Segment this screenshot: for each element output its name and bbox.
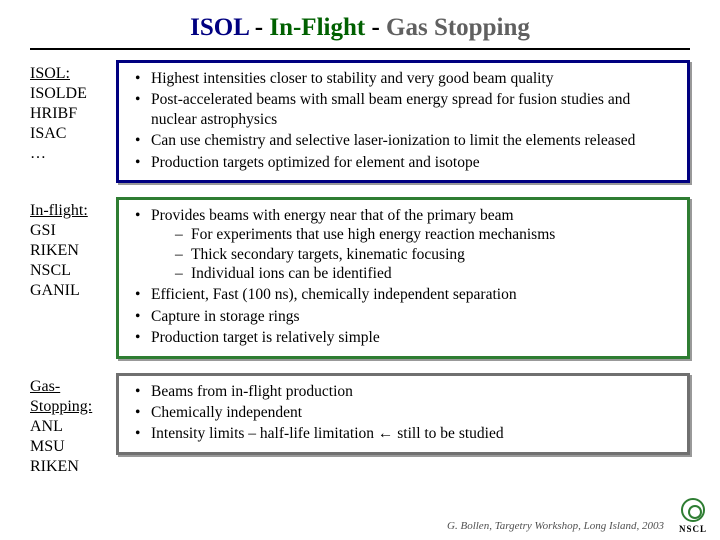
nscl-logo: NSCL (672, 498, 714, 534)
sidelabel-gas: Gas- Stopping: ANL MSU RIKEN (30, 373, 116, 477)
sub-item: Individual ions can be identified (175, 264, 679, 283)
label-nscl: NSCL (30, 262, 71, 279)
box-inflight: Provides beams with energy near that of … (116, 197, 690, 359)
box-isol: Highest intensities closer to stability … (116, 60, 690, 183)
sidelabel-inflight: In-flight: GSI RIKEN NSCL GANIL (30, 197, 116, 301)
bullet-item: Efficient, Fast (100 ns), chemically ind… (131, 285, 679, 304)
label-inflight: In-flight: (30, 202, 88, 219)
label-gas2: Stopping: (30, 398, 92, 415)
label-msu: MSU (30, 438, 65, 455)
bullet-text: Provides beams with energy near that of … (151, 207, 514, 224)
bullet-item: Provides beams with energy near that of … (131, 206, 679, 284)
bullet-text: Production targets optimized for element… (151, 154, 480, 171)
sub-text: Individual ions can be identified (191, 265, 392, 282)
bullet-text: Post-accelerated beams with small beam e… (151, 91, 630, 127)
bullet-item: Capture in storage rings (131, 307, 679, 326)
label-ellipsis: … (30, 145, 46, 162)
bullet-item: Post-accelerated beams with small beam e… (131, 90, 679, 129)
sub-item: Thick secondary targets, kinematic focus… (175, 245, 679, 264)
title-part-isol: ISOL (190, 14, 248, 41)
label-isac: ISAC (30, 125, 66, 142)
bullet-item: Production target is relatively simple (131, 328, 679, 347)
title-sep2: - (365, 14, 386, 41)
sidelabel-isol: ISOL: ISOLDE HRIBF ISAC … (30, 60, 116, 164)
bullet-text: Production target is relatively simple (151, 329, 380, 346)
bullet-item: Intensity limits – half-life limitation … (131, 424, 679, 443)
label-ganil: GANIL (30, 282, 80, 299)
logo-icon (681, 498, 705, 522)
bullet-text: Capture in storage rings (151, 308, 300, 325)
section-gasstopping: Gas- Stopping: ANL MSU RIKEN Beams from … (0, 373, 720, 477)
sub-item: For experiments that use high energy rea… (175, 225, 679, 244)
title-part-inflight: In-Flight (269, 14, 365, 41)
section-isol: ISOL: ISOLDE HRIBF ISAC … Highest intens… (0, 60, 720, 183)
label-hribf: HRIBF (30, 105, 77, 122)
bullet-text: Intensity limits – half-life limitation … (151, 425, 504, 442)
bullet-item: Can use chemistry and selective laser-io… (131, 131, 679, 150)
sub-text: For experiments that use high energy rea… (191, 226, 555, 243)
bullets-isol: Highest intensities closer to stability … (125, 69, 679, 172)
title-rule (30, 48, 690, 50)
bullet-text: Highest intensities closer to stability … (151, 70, 554, 87)
bullet-text: Efficient, Fast (100 ns), chemically ind… (151, 286, 517, 303)
label-anl: ANL (30, 418, 63, 435)
bullets-gas: Beams from in-flight production Chemical… (125, 382, 679, 444)
sub-bullets: For experiments that use high energy rea… (151, 225, 679, 283)
bullet-item: Highest intensities closer to stability … (131, 69, 679, 88)
bullet-item: Production targets optimized for element… (131, 153, 679, 172)
bullets-inflight: Provides beams with energy near that of … (125, 206, 679, 348)
label-riken2: RIKEN (30, 458, 79, 475)
label-gas1: Gas- (30, 378, 60, 395)
page-title: ISOL - In-Flight - Gas Stopping (0, 0, 720, 48)
bullet-item: Beams from in-flight production (131, 382, 679, 401)
logo-text: NSCL (672, 524, 714, 534)
title-part-gas: Gas Stopping (386, 14, 530, 41)
label-isol: ISOL: (30, 65, 70, 82)
section-inflight: In-flight: GSI RIKEN NSCL GANIL Provides… (0, 197, 720, 359)
bullet-text: Can use chemistry and selective laser-io… (151, 132, 635, 149)
title-sep1: - (249, 14, 270, 41)
sub-text: Thick secondary targets, kinematic focus… (191, 246, 465, 263)
footer-citation: G. Bollen, Targetry Workshop, Long Islan… (447, 520, 664, 532)
bullet-text: Chemically independent (151, 404, 302, 421)
bullet-text: Beams from in-flight production (151, 383, 353, 400)
box-gas: Beams from in-flight production Chemical… (116, 373, 690, 455)
label-gsi: GSI (30, 222, 56, 239)
label-riken1: RIKEN (30, 242, 79, 259)
bullet-item: Chemically independent (131, 403, 679, 422)
label-isolde: ISOLDE (30, 85, 87, 102)
